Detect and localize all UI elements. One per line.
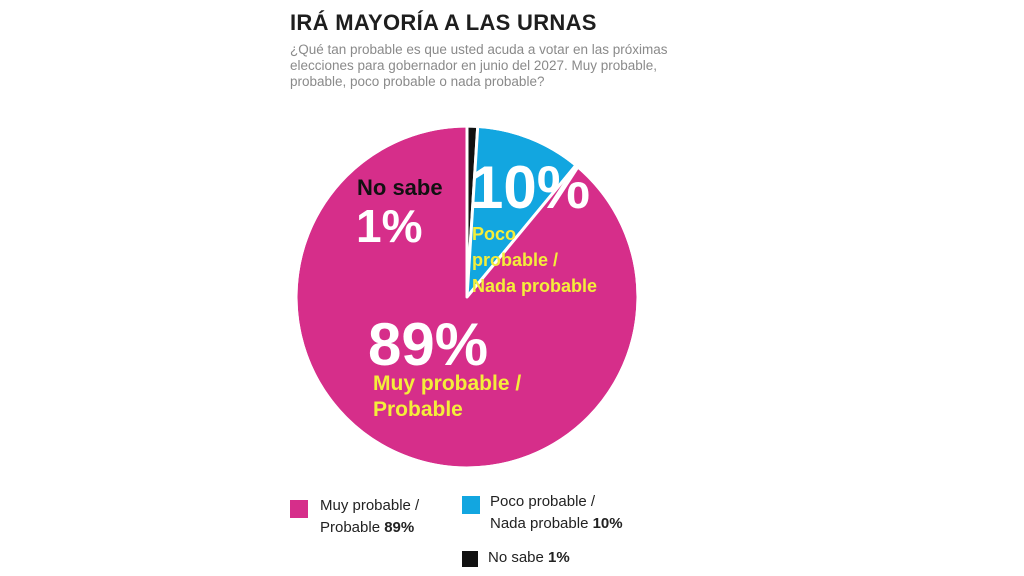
- legend-value-muy-probable: 89%: [384, 519, 414, 536]
- legend-label-muy-probable-line1: Muy probable /: [320, 496, 419, 516]
- slice-label-poco-probable-line-2: probable /: [472, 250, 558, 270]
- legend-label-no-sabe-text: No sabe: [488, 549, 544, 566]
- legend-label-poco-probable-line2: Nada probable 10%: [490, 514, 623, 534]
- legend-item-poco-probable: Poco probable / Nada probable 10%: [462, 492, 662, 536]
- slice-value-poco-probable: 10%: [470, 154, 590, 221]
- slice-value-muy-probable: 89%: [368, 311, 488, 378]
- slice-label-poco-probable-line-1: Poco: [472, 224, 516, 244]
- slice-label-muy-probable-line-2: Probable: [373, 398, 463, 421]
- legend-value-no-sabe: 1%: [548, 549, 570, 566]
- legend-swatch-poco-probable: [462, 496, 480, 514]
- legend-swatch-no-sabe: [462, 551, 478, 567]
- legend-label-muy-probable-line2: Probable 89%: [320, 518, 414, 538]
- slice-value-no-sabe: 1%: [356, 200, 422, 252]
- legend-value-poco-probable: 10%: [593, 515, 623, 532]
- slice-label-no-sabe: No sabe: [357, 175, 443, 200]
- slice-label-muy-probable-line-1: Muy probable /: [373, 372, 521, 395]
- legend-label-muy-probable-text: Probable: [320, 519, 380, 536]
- legend-item-muy-probable: Muy probable / Probable 89%: [290, 496, 460, 540]
- legend-label-poco-probable-text: Nada probable: [490, 515, 588, 532]
- legend-label-no-sabe-line: No sabe 1%: [488, 548, 570, 568]
- legend-label-poco-probable-line1: Poco probable /: [490, 492, 595, 512]
- slice-label-poco-probable-line-3: Nada probable: [472, 276, 597, 296]
- legend-swatch-muy-probable: [290, 500, 308, 518]
- legend-item-no-sabe: No sabe 1%: [462, 548, 622, 570]
